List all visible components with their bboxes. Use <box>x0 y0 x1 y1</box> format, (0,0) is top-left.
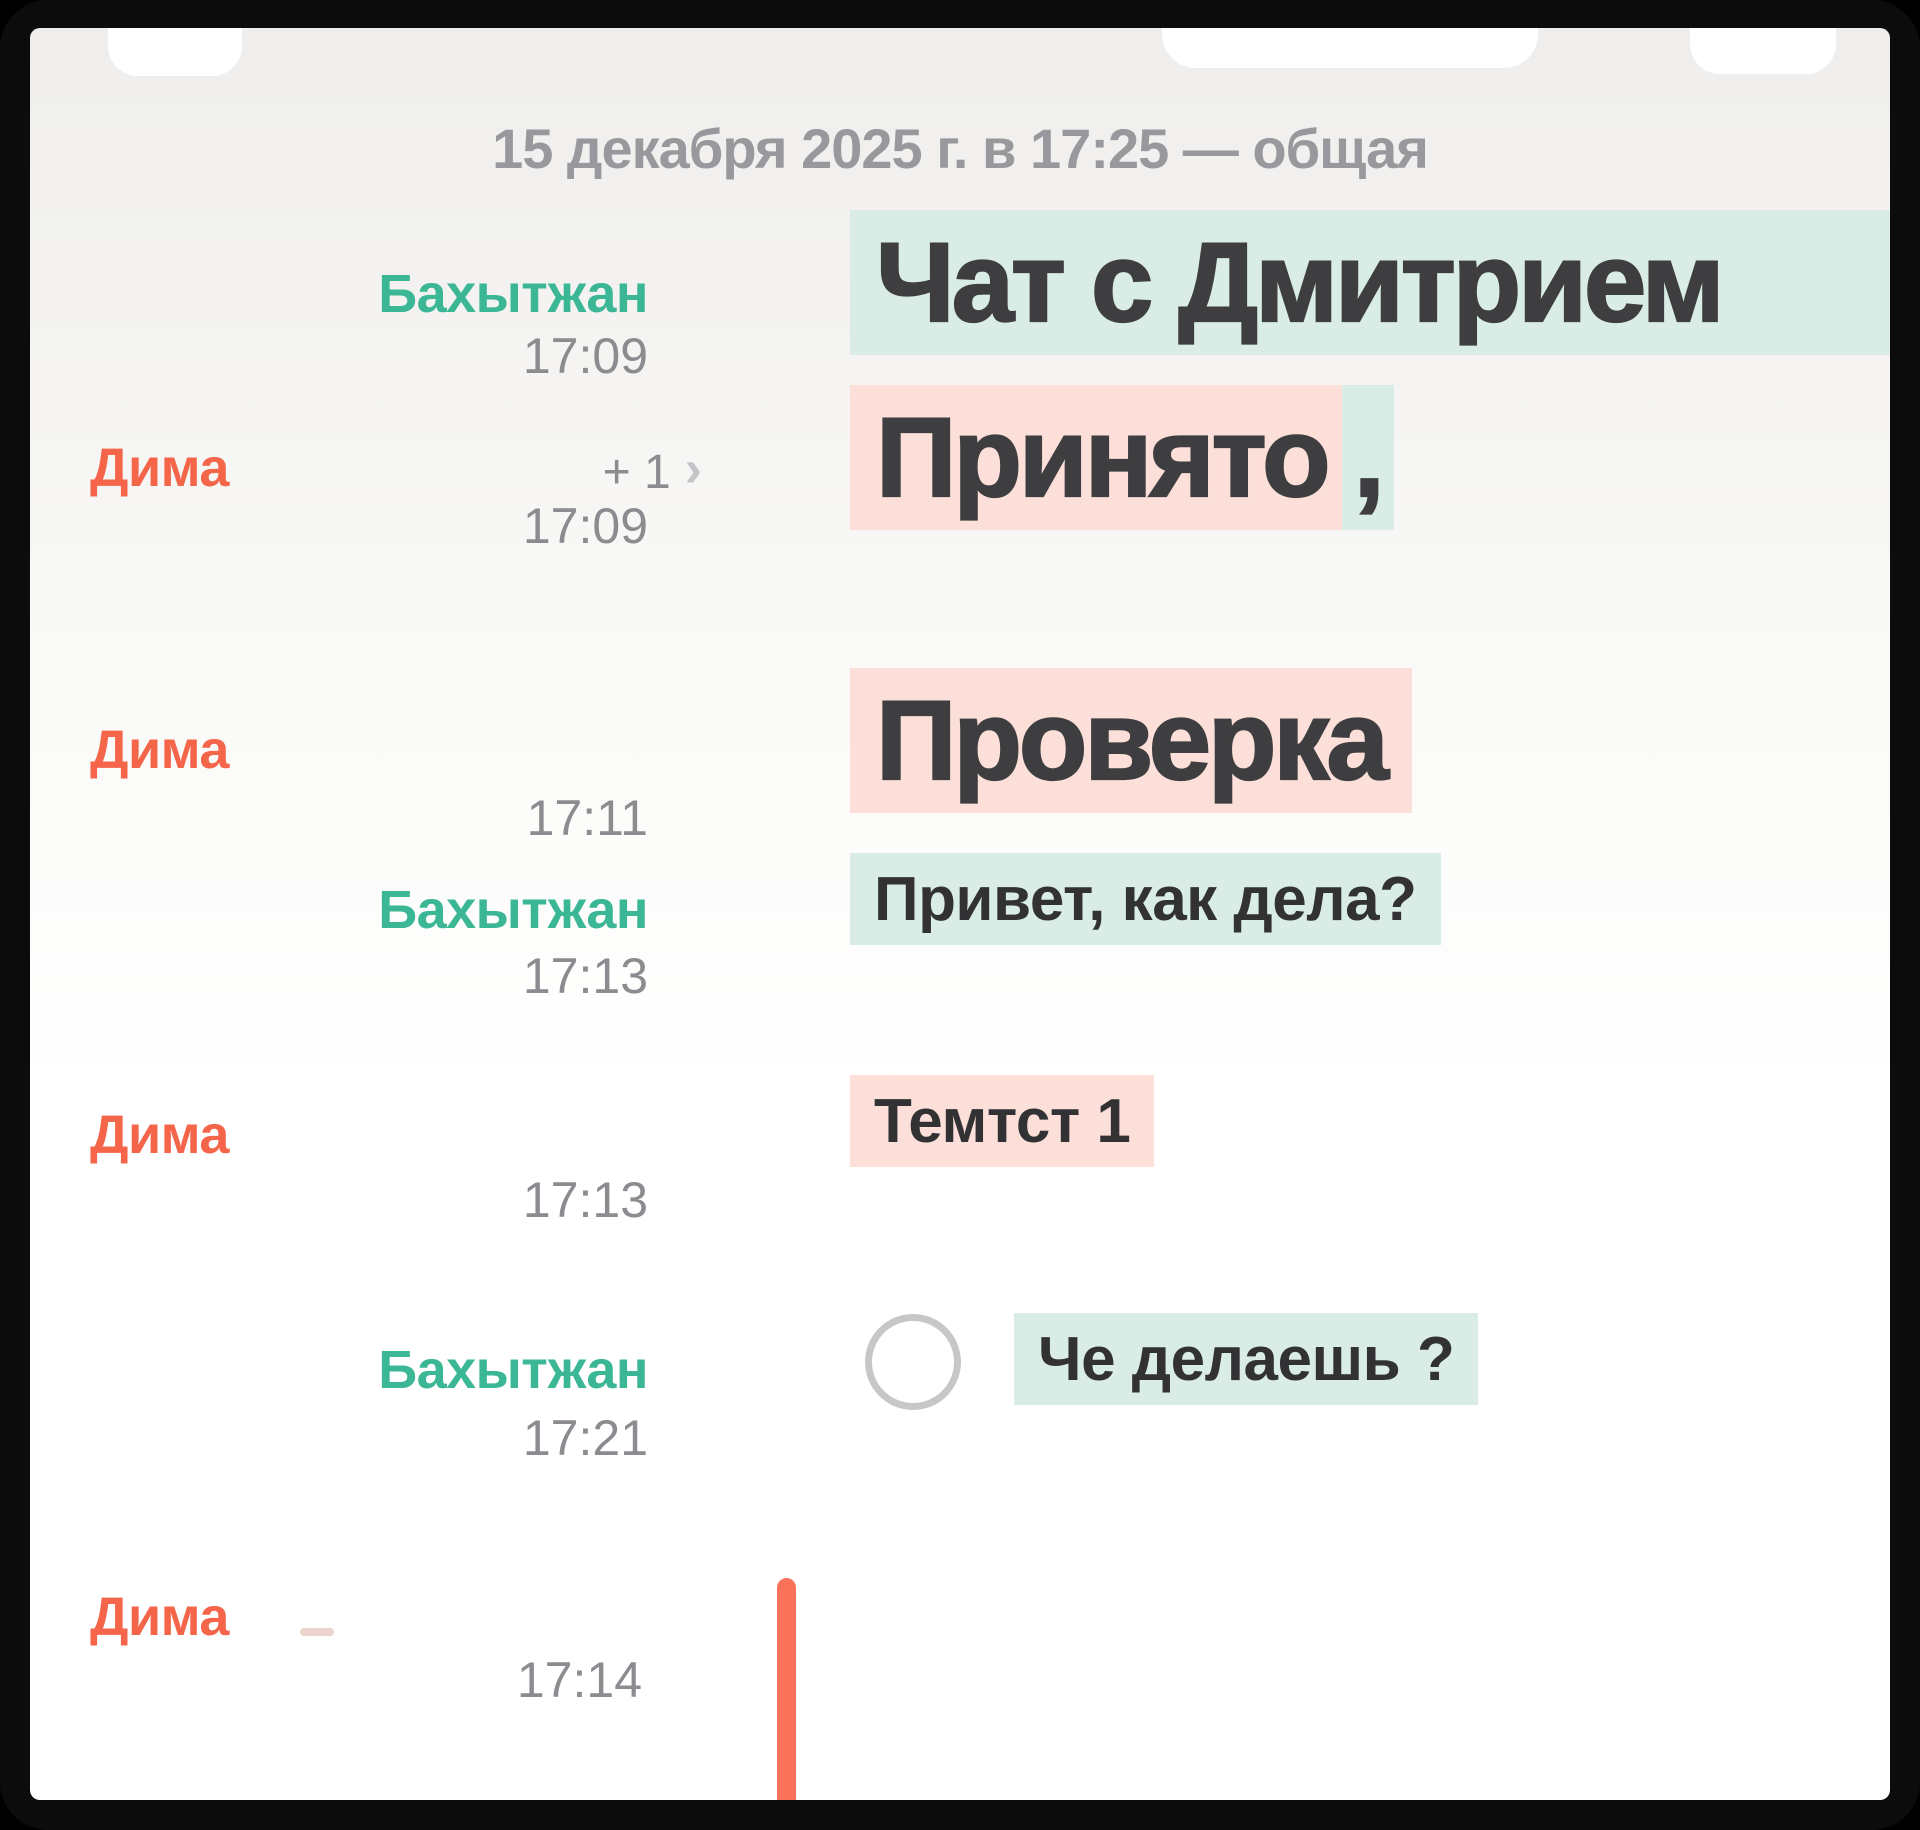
message-text: Че делаешь ? <box>1038 1324 1455 1394</box>
message-bubble[interactable]: Че делаешь ? <box>1014 1313 1479 1405</box>
card-edge-decoration <box>1162 28 1538 68</box>
message-text: Чат с Дмитрием <box>875 219 1726 346</box>
author-name: Дима <box>90 720 229 780</box>
message-bubble[interactable]: Чат с Дмитрием <box>850 210 1890 355</box>
author-name: Бахытжан <box>378 1340 648 1400</box>
message-timestamp: 17:14 <box>516 1652 642 1708</box>
message-timestamp: 17:09 <box>522 498 648 554</box>
message-bubble[interactable]: Проверка <box>850 668 1412 813</box>
dash-decoration <box>300 1628 334 1636</box>
message-bubble[interactable]: Принято , <box>850 385 1394 530</box>
session-header: 15 декабря 2025 г. в 17:25 — общая <box>492 117 1429 180</box>
message-timestamp: 17:21 <box>522 1410 648 1466</box>
message-bubble[interactable]: Темтст 1 <box>850 1075 1155 1167</box>
chevron-right-icon: › <box>684 440 702 498</box>
message-timestamp: 17:13 <box>522 948 648 1004</box>
message-timestamp: 17:13 <box>522 1172 648 1228</box>
card-edge-decoration <box>108 28 242 76</box>
author-name: Бахытжан <box>378 880 648 940</box>
message-text: Привет, как дела? <box>874 864 1417 934</box>
message-text-trailing: , <box>1341 385 1394 530</box>
author-name: Дима <box>90 438 229 498</box>
more-messages-disclosure[interactable]: + 1 › <box>30 442 702 500</box>
message-timestamp: 17:11 <box>526 790 648 846</box>
card-edge-decoration <box>1690 28 1836 74</box>
chat-transcript-screen: 15 декабря 2025 г. в 17:25 — общая Бахыт… <box>30 28 1890 1800</box>
playback-cursor[interactable] <box>777 1578 796 1800</box>
message-bubble[interactable]: Привет, как дела? <box>850 853 1441 945</box>
message-text: Темтст 1 <box>874 1086 1131 1156</box>
message-timestamp: 17:09 <box>522 328 648 384</box>
message-text: Принято <box>850 385 1342 530</box>
radio-circle-icon[interactable] <box>865 1314 961 1410</box>
author-name: Дима <box>90 1587 229 1647</box>
badge-count: + 1 <box>602 446 671 499</box>
author-name: Бахытжан <box>378 264 648 324</box>
author-name: Дима <box>90 1105 229 1165</box>
message-text: Проверка <box>875 677 1390 804</box>
